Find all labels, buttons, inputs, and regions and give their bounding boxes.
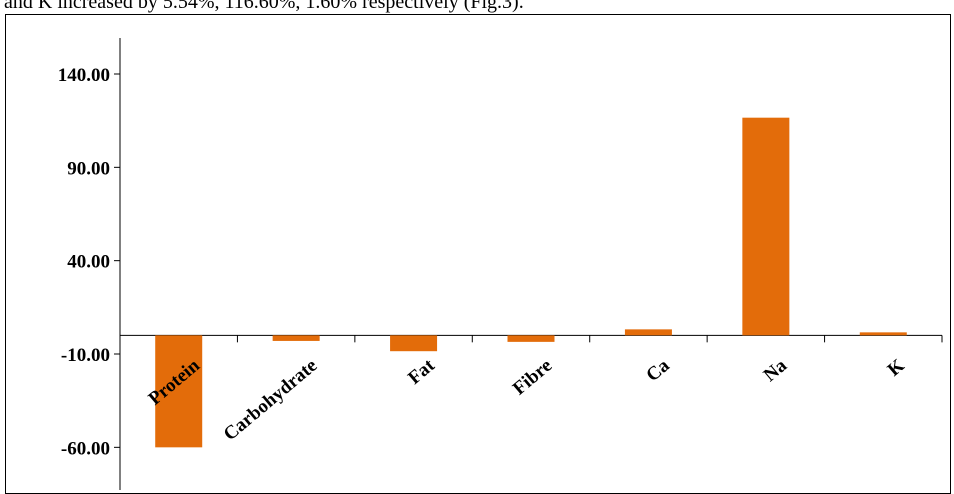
x-category-label: Carbohydrate xyxy=(220,355,322,445)
bar-na xyxy=(742,117,790,336)
bar-ca xyxy=(624,329,672,336)
y-tick-label: 40.00 xyxy=(67,252,110,273)
x-category-label: Fat xyxy=(404,355,439,389)
y-tick-label: -60.00 xyxy=(61,438,110,459)
bar-protein xyxy=(155,335,203,448)
x-category-label: K xyxy=(884,355,909,381)
x-category-label: Fibre xyxy=(509,355,556,399)
bar-fat xyxy=(390,335,438,352)
caption-text: and K increased by 5.54%, 116.60%, 1.60%… xyxy=(4,0,524,13)
y-tick-label: 90.00 xyxy=(67,158,110,179)
bar-carbohydrate xyxy=(272,335,320,341)
bar-k xyxy=(859,332,907,336)
x-category-label: Na xyxy=(760,355,792,386)
x-category-label: Ca xyxy=(642,355,674,386)
bar-fibre xyxy=(507,335,555,342)
y-tick-label: -10.00 xyxy=(61,345,110,366)
y-tick-label: 140.00 xyxy=(58,65,110,86)
